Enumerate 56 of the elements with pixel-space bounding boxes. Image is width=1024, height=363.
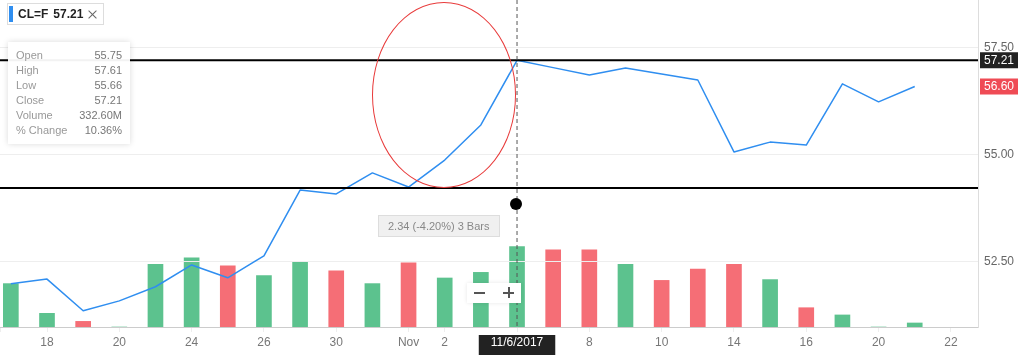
bar bbox=[292, 261, 308, 327]
bar bbox=[689, 268, 706, 327]
bar bbox=[364, 283, 381, 327]
bar bbox=[581, 249, 598, 327]
bar bbox=[183, 257, 200, 327]
annotation: 332.60M bbox=[79, 108, 122, 123]
bar bbox=[653, 280, 670, 327]
x-tick-label: 30 bbox=[329, 334, 344, 349]
x-tick-label: 26 bbox=[257, 334, 271, 349]
bar bbox=[617, 264, 634, 327]
x-tick-label: 22 bbox=[944, 334, 958, 349]
bar bbox=[219, 265, 236, 327]
bar bbox=[328, 270, 345, 327]
x-tick-label: Nov bbox=[397, 334, 420, 349]
bar bbox=[147, 264, 164, 327]
x-tick-label: 24 bbox=[184, 334, 199, 349]
bar bbox=[400, 262, 417, 327]
y-tick-label: 52.50 bbox=[984, 254, 1015, 269]
bar bbox=[798, 307, 815, 327]
annotation: 55.66 bbox=[94, 78, 122, 93]
bar bbox=[906, 322, 923, 327]
bar bbox=[834, 314, 851, 327]
y-tick-label: 57.50 bbox=[984, 40, 1015, 55]
legend-label: CL=F bbox=[18, 6, 49, 23]
annotation: 57.21 bbox=[53, 6, 84, 23]
bar bbox=[3, 283, 19, 327]
annotation: % Change bbox=[16, 123, 68, 138]
x-tick-label: 8 bbox=[585, 334, 593, 349]
x-tick-label: 20 bbox=[871, 334, 886, 349]
bar bbox=[545, 249, 562, 327]
annotation: 56.60 bbox=[983, 78, 1015, 93]
annotation: Close bbox=[16, 93, 45, 108]
x-tick-label: 20 bbox=[112, 334, 127, 349]
x-tick-label: 16 bbox=[799, 334, 814, 349]
annotation: High bbox=[16, 63, 39, 78]
bar bbox=[726, 264, 742, 327]
x-tick-label: 2 bbox=[441, 334, 449, 349]
ref-line-label: 57.21 bbox=[983, 52, 1015, 67]
annotation: 57.21 bbox=[94, 93, 122, 108]
x-tick-label: 18 bbox=[40, 334, 54, 349]
x-tick-label: 11/6/2017 bbox=[490, 334, 544, 349]
annotation: 2.34 (-4.20%) 3 Bars bbox=[378, 215, 500, 237]
bar bbox=[436, 277, 453, 327]
y-tick-label: 55.00 bbox=[984, 147, 1015, 162]
bar bbox=[762, 279, 778, 327]
x-tick-label: 14 bbox=[727, 334, 741, 349]
annotation: 10.36% bbox=[84, 123, 122, 138]
bar bbox=[39, 313, 55, 327]
x-tick-label: 10 bbox=[654, 334, 669, 349]
annotation: Volume bbox=[16, 108, 53, 123]
annotation: 55.75 bbox=[94, 48, 122, 63]
annotation: Low bbox=[16, 78, 37, 93]
annotation: Open bbox=[16, 48, 43, 63]
bar bbox=[75, 321, 91, 327]
bar bbox=[256, 275, 272, 327]
annotation: 57.61 bbox=[94, 63, 122, 78]
